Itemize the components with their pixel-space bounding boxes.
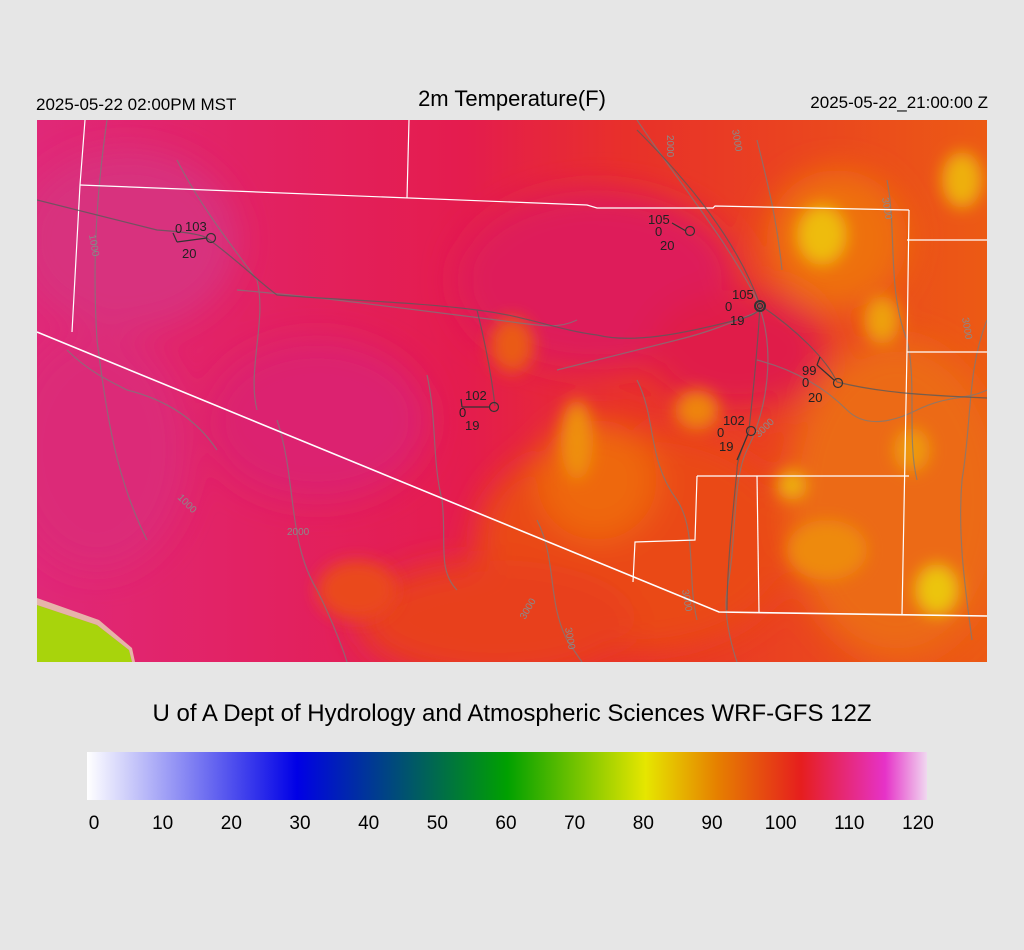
svg-text:0: 0 xyxy=(717,425,724,440)
svg-text:3000: 3000 xyxy=(729,129,744,153)
colorbar-tick: 10 xyxy=(152,813,174,834)
boundary-lines xyxy=(37,120,987,617)
map-title: 2m Temperature(F) xyxy=(418,86,606,111)
station-plots: 0 103 20 105 0 20 105 0 19 102 xyxy=(172,212,844,461)
colorbar-tick: 40 xyxy=(358,813,380,834)
colorbar-tick: 90 xyxy=(701,813,723,834)
svg-text:2000: 2000 xyxy=(664,135,675,158)
svg-text:2000: 2000 xyxy=(287,527,310,538)
road-lines xyxy=(37,129,987,611)
svg-text:0: 0 xyxy=(725,299,732,314)
svg-text:0: 0 xyxy=(175,221,182,236)
svg-text:102: 102 xyxy=(723,413,745,428)
svg-text:0: 0 xyxy=(802,375,809,390)
svg-text:1000: 1000 xyxy=(86,234,101,258)
station-plot: 105 0 19 xyxy=(725,287,766,328)
svg-text:3000: 3000 xyxy=(562,627,577,651)
svg-text:19: 19 xyxy=(719,439,733,454)
station-plot: 102 0 19 xyxy=(459,388,500,433)
svg-text:105: 105 xyxy=(648,212,670,227)
colorbar-tick: 100 xyxy=(764,813,797,834)
utc-time-label: 2025-05-22_21:00:00 Z xyxy=(810,93,988,112)
svg-text:19: 19 xyxy=(730,313,744,328)
svg-text:103: 103 xyxy=(185,219,207,234)
temperature-field xyxy=(37,120,987,662)
svg-text:0: 0 xyxy=(459,405,466,420)
colorbar xyxy=(87,752,927,800)
credit-line: U of A Dept of Hydrology and Atmospheric… xyxy=(152,700,872,727)
svg-text:105: 105 xyxy=(732,287,754,302)
colorbar-tick: 110 xyxy=(834,813,865,834)
svg-text:20: 20 xyxy=(182,246,196,261)
colorbar-tick: 70 xyxy=(564,813,586,834)
svg-text:3000: 3000 xyxy=(679,589,694,613)
colorbar-tick: 120 xyxy=(902,813,934,834)
local-time-label: 2025-05-22 02:00PM MST xyxy=(36,95,237,114)
colorbar-tick: 0 xyxy=(88,813,100,834)
svg-text:20: 20 xyxy=(660,238,674,253)
colorbar-tick: 30 xyxy=(289,813,311,834)
svg-text:0: 0 xyxy=(655,224,662,239)
svg-text:3000: 3000 xyxy=(879,197,894,221)
colorbar-tick: 80 xyxy=(632,813,654,834)
colorbar-tick: 60 xyxy=(495,813,517,834)
svg-text:102: 102 xyxy=(465,388,487,403)
station-plot: 0 103 20 xyxy=(172,219,217,261)
station-plot: 99 0 20 xyxy=(802,356,844,405)
station-plot: 105 0 20 xyxy=(648,212,696,253)
station-plot: 102 0 19 xyxy=(717,413,757,461)
svg-text:19: 19 xyxy=(465,418,479,433)
colorbar-ticks: 0 10 20 30 40 50 60 70 80 90 100 110 120 xyxy=(0,813,1024,837)
colorbar-tick: 20 xyxy=(220,813,242,834)
svg-text:3000: 3000 xyxy=(959,317,974,341)
colorbar-tick: 50 xyxy=(426,813,448,834)
svg-text:20: 20 xyxy=(808,390,822,405)
temperature-map: 1000 1000 2000 2000 3000 3000 3000 3000 … xyxy=(37,120,987,662)
svg-text:99: 99 xyxy=(802,363,816,378)
